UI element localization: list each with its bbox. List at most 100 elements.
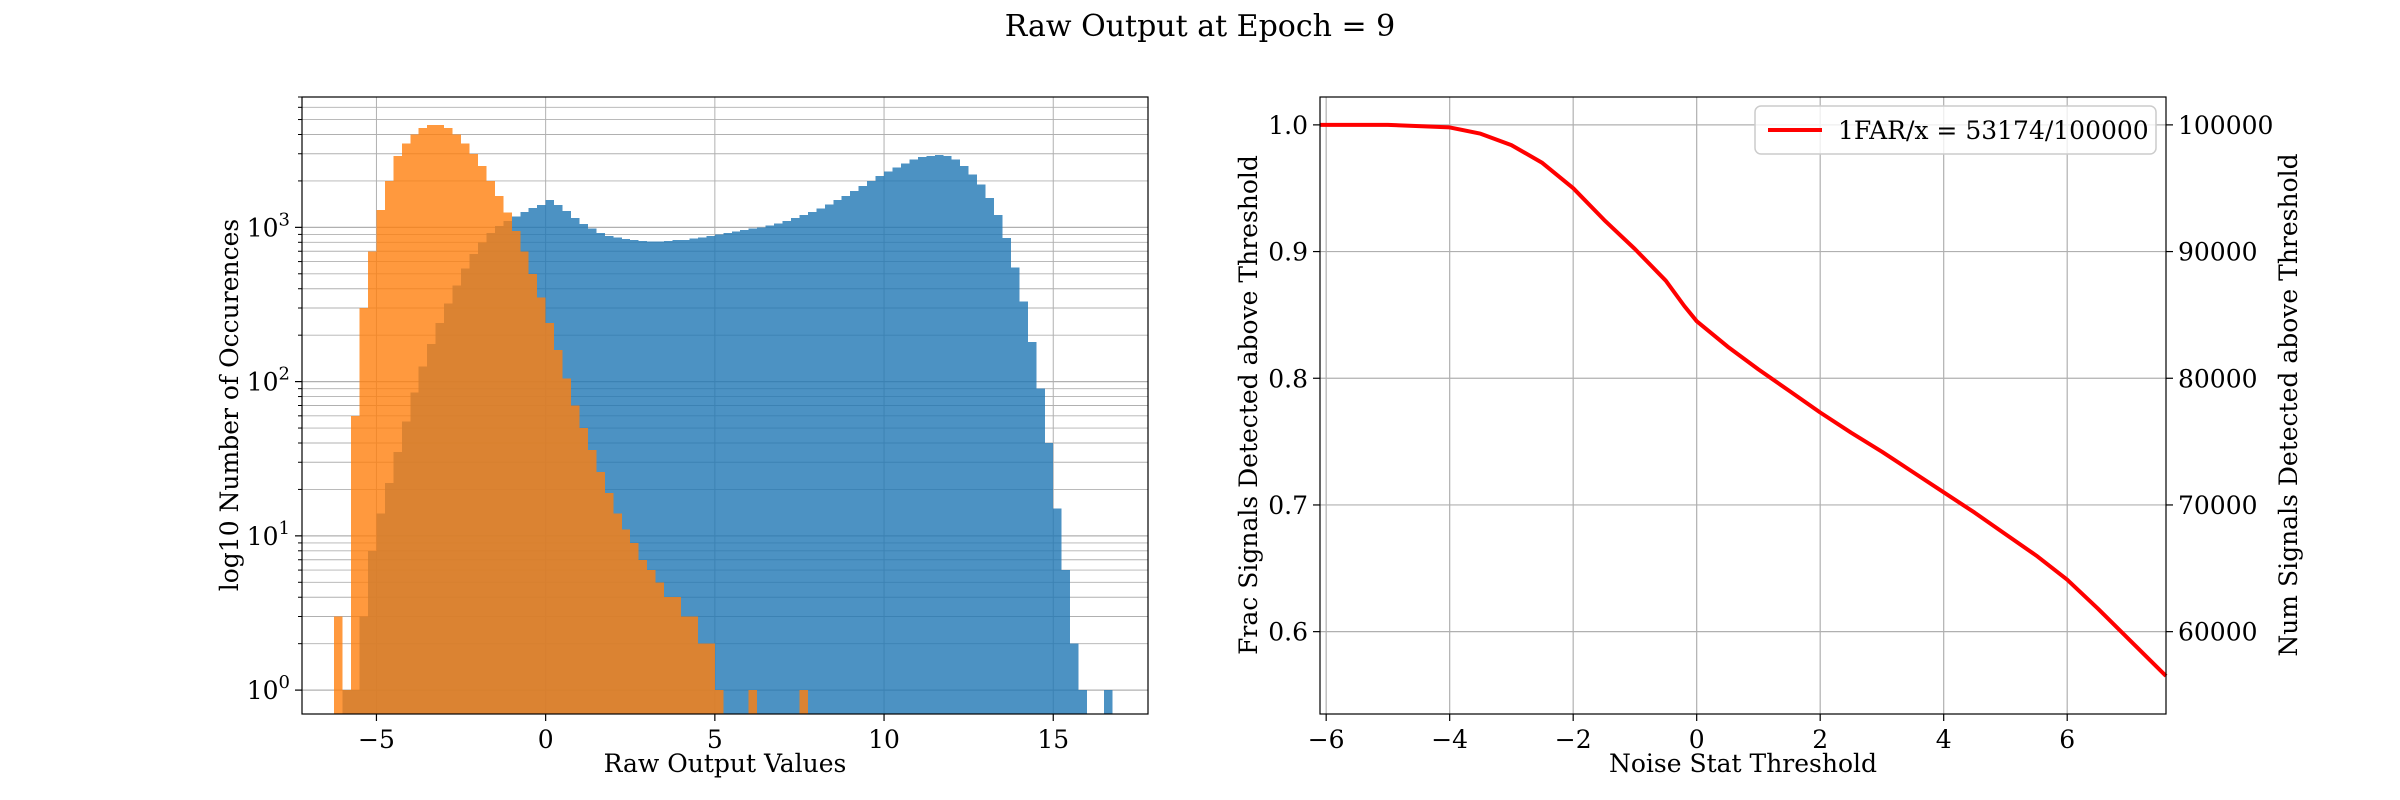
histogram-bar xyxy=(697,237,707,714)
histogram-bar xyxy=(579,428,588,714)
histogram-bar xyxy=(782,220,791,714)
detection-curve-right-y-tick-label: 80000 xyxy=(2178,364,2258,393)
histogram-bar xyxy=(621,529,631,714)
histogram-bar xyxy=(867,180,876,715)
histogram-bar xyxy=(790,217,800,715)
histogram-bar xyxy=(427,125,436,714)
detection-curve-right-y-tick-label: 70000 xyxy=(2178,491,2258,520)
histogram-bar xyxy=(672,240,682,714)
histogram-bar xyxy=(503,212,512,714)
detection-curve-x-tick-label: 2 xyxy=(1812,725,1828,754)
histogram-bar xyxy=(748,690,758,714)
detection-curve-x-tick-label: 0 xyxy=(1689,725,1705,754)
histogram-bar xyxy=(824,204,834,714)
histogram-bar xyxy=(367,251,377,714)
histogram-bar xyxy=(943,156,952,714)
histogram-bar xyxy=(816,208,825,714)
histogram-bar xyxy=(714,234,724,714)
histogram-bar xyxy=(858,186,868,714)
histogram-bar xyxy=(900,163,910,714)
histogram-bar xyxy=(537,297,546,714)
detection-curve-chart: −6 −4 −2 0 2 4 6 0.6 0.7 0.8 0.9 1.0 60000 70000 800… xyxy=(1234,96,2303,778)
histogram-x-tick-label: 5 xyxy=(707,725,723,754)
histogram-bar xyxy=(994,215,1003,714)
histogram-bar xyxy=(714,690,724,714)
histogram-bar xyxy=(748,228,758,714)
detection-curve-x-ticks: −6 −4 −2 0 2 4 6 xyxy=(1308,714,2075,754)
histogram-bar xyxy=(697,643,707,714)
histogram-bar xyxy=(951,159,961,715)
histogram-bar xyxy=(1044,442,1054,714)
legend: 1FAR/x = 53174/100000 xyxy=(1754,105,2157,155)
histogram-bar xyxy=(351,415,360,714)
histogram-y-ticks: 100 101 102 103 xyxy=(247,96,302,705)
histogram-bar xyxy=(613,513,622,714)
histogram-bar xyxy=(1061,570,1071,714)
histogram-bar xyxy=(774,223,783,714)
histogram-bar xyxy=(604,235,614,714)
histogram-bar xyxy=(384,180,394,715)
detection-curve-axes-frame xyxy=(1319,96,2167,715)
detection-curve-right-y-tick-label: 60000 xyxy=(2178,618,2258,647)
histogram-bar xyxy=(359,308,368,714)
detection-curve-grid xyxy=(1320,97,2166,714)
detection-curve-y-ticks: 0.6 0.7 0.8 0.9 1.0 xyxy=(1268,111,1320,647)
histogram-bar xyxy=(1070,643,1079,714)
histogram-bar xyxy=(1027,342,1037,714)
histogram-bar xyxy=(731,231,741,714)
histogram-bar xyxy=(621,239,631,714)
histogram-bar xyxy=(875,176,885,714)
histogram-bar xyxy=(672,597,682,714)
detection-curve-right-y-tick-label: 90000 xyxy=(2178,238,2258,267)
histogram-bar xyxy=(528,273,538,714)
histogram-bar xyxy=(334,616,343,714)
histogram-bar xyxy=(807,211,817,715)
histogram-bar xyxy=(477,165,487,714)
histogram-bar xyxy=(757,227,766,714)
histogram-bar xyxy=(1010,267,1020,714)
detection-curve-line xyxy=(1320,122,2168,678)
histogram-y-label: log10 Number of Occurences xyxy=(215,219,244,592)
histogram-bar xyxy=(401,143,411,714)
detection-curve-y-tick-label: 0.9 xyxy=(1268,238,1308,267)
detection-curve-x-tick-label: −6 xyxy=(1308,725,1345,754)
histogram-bar xyxy=(977,184,986,714)
histogram-x-tick-label: 15 xyxy=(1037,725,1069,754)
histogram-bar xyxy=(664,241,673,715)
histogram-bars xyxy=(334,125,1113,715)
histogram-bar xyxy=(909,159,918,715)
legend-box xyxy=(1754,105,2157,155)
legend-label: 1FAR/x = 53174/100000 xyxy=(1838,116,2149,145)
histogram-bar xyxy=(613,237,622,714)
histogram-bar xyxy=(841,195,851,715)
histogram-bar xyxy=(689,238,698,714)
histogram-bar xyxy=(681,616,690,714)
histogram-bar xyxy=(1036,388,1045,714)
histogram-bar xyxy=(799,215,808,714)
histogram-bar xyxy=(850,191,859,714)
histogram-x-tick-label: −5 xyxy=(358,725,395,754)
detection-curve-y-tick-label: 0.8 xyxy=(1268,364,1308,393)
detection-curve-x-tick-label: −4 xyxy=(1431,725,1468,754)
detection-curve-right-y-ticks: 60000 70000 80000 90000 100000 xyxy=(2166,111,2273,647)
histogram-bar xyxy=(520,251,529,714)
histogram-bar xyxy=(638,241,648,715)
histogram-bar xyxy=(723,232,732,715)
histogram-bar xyxy=(1002,238,1011,714)
histogram-bar xyxy=(571,405,580,714)
histogram-bar xyxy=(461,143,470,714)
histogram-bar xyxy=(545,322,555,714)
histogram-bar xyxy=(418,128,428,715)
histogram-y-tick-label: 102 xyxy=(247,364,290,397)
histogram-bar xyxy=(934,154,944,714)
detection-curve-right-y-tick-label: 100000 xyxy=(2178,111,2273,140)
histogram-bar xyxy=(1019,301,1028,714)
histogram-bar xyxy=(740,230,749,714)
histogram-bar xyxy=(342,690,352,714)
histogram-bar xyxy=(494,195,504,715)
detection-curve-x-tick-label: 6 xyxy=(2059,725,2075,754)
histogram-bar xyxy=(393,156,402,714)
histogram-x-label: Raw Output Values xyxy=(604,749,847,778)
